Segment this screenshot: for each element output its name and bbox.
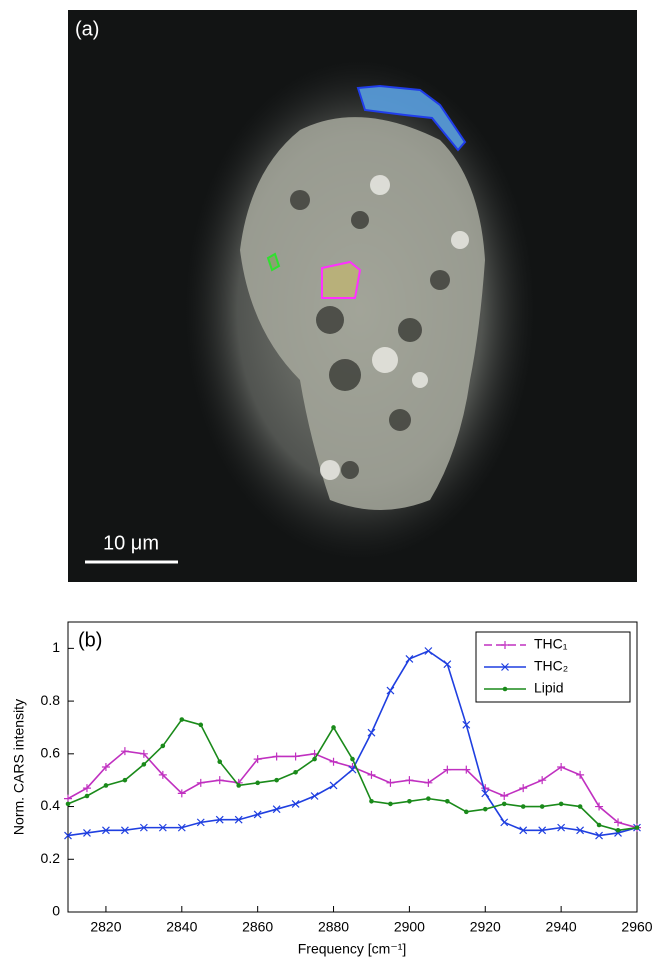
data-point [386, 779, 394, 787]
data-point [274, 778, 279, 783]
data-point [426, 796, 431, 801]
y-tick-label: 0.2 [41, 850, 61, 866]
x-tick-label: 2900 [394, 919, 425, 935]
data-point [445, 799, 450, 804]
data-point [576, 771, 584, 779]
figure: 10 μm (a) (b) Frequency [cm⁻¹] Norm. CAR… [0, 0, 662, 962]
data-point [198, 723, 203, 728]
data-point [616, 828, 621, 833]
x-tick-label: 2860 [242, 919, 273, 935]
x-tick-label: 2920 [470, 919, 501, 935]
data-point [104, 783, 109, 788]
data-point [369, 799, 374, 804]
data-point [273, 752, 281, 760]
data-point [464, 810, 469, 815]
data-point [180, 717, 185, 722]
data-point [521, 804, 526, 809]
data-point [217, 759, 222, 764]
data-point [483, 807, 488, 812]
data-point [540, 804, 545, 809]
data-point [292, 752, 300, 760]
data-point [405, 776, 413, 784]
data-point [293, 770, 298, 775]
scale-bar-label: 10 μm [103, 532, 159, 554]
data-point [85, 794, 90, 799]
x-tick-label: 2940 [546, 919, 577, 935]
data-point [330, 758, 338, 766]
legend-label: THC₂ [534, 658, 568, 674]
x-tick-label: 2840 [166, 919, 197, 935]
series-line [68, 751, 637, 827]
data-point [578, 804, 583, 809]
data-point [368, 729, 375, 736]
y-tick-label: 0.4 [41, 797, 61, 813]
data-point [197, 779, 205, 787]
data-point [311, 793, 318, 800]
y-tick-label: 0.6 [41, 745, 61, 761]
data-point [330, 782, 337, 789]
data-point [123, 778, 128, 783]
data-point [407, 799, 412, 804]
data-point [161, 744, 166, 749]
legend-label: THC₁ [534, 636, 568, 652]
microscopy-image: 10 μm (a) [68, 10, 637, 582]
y-tick-label: 1 [52, 639, 60, 655]
data-point [66, 802, 71, 807]
data-point [406, 655, 413, 662]
data-point [331, 725, 336, 730]
x-tick-label: 2960 [621, 919, 652, 935]
data-point [388, 802, 393, 807]
series-line [68, 720, 637, 831]
data-point [425, 648, 432, 655]
data-point [387, 687, 394, 694]
data-point [142, 762, 147, 767]
data-point [64, 795, 72, 803]
data-point [500, 792, 508, 800]
data-point [216, 776, 224, 784]
data-point [501, 819, 508, 826]
data-point [236, 783, 241, 788]
x-tick-label: 2820 [90, 919, 121, 935]
y-tick-label: 0.8 [41, 692, 61, 708]
data-point [519, 784, 527, 792]
y-axis-label: Norm. CARS intensity [11, 699, 27, 835]
data-point [559, 802, 564, 807]
y-tick-label: 0 [52, 903, 60, 919]
data-point [367, 771, 375, 779]
panel-label: (b) [78, 629, 102, 651]
x-tick-label: 2880 [318, 919, 349, 935]
data-point [635, 825, 640, 830]
data-point [312, 757, 317, 762]
data-point [255, 781, 260, 786]
legend-label: Lipid [534, 680, 564, 696]
legend-marker [503, 687, 508, 692]
panel-label: (a) [75, 18, 99, 40]
data-point [350, 757, 355, 762]
data-point [597, 823, 602, 828]
x-axis-label: Frequency [cm⁻¹] [298, 941, 407, 957]
data-point [502, 802, 507, 807]
